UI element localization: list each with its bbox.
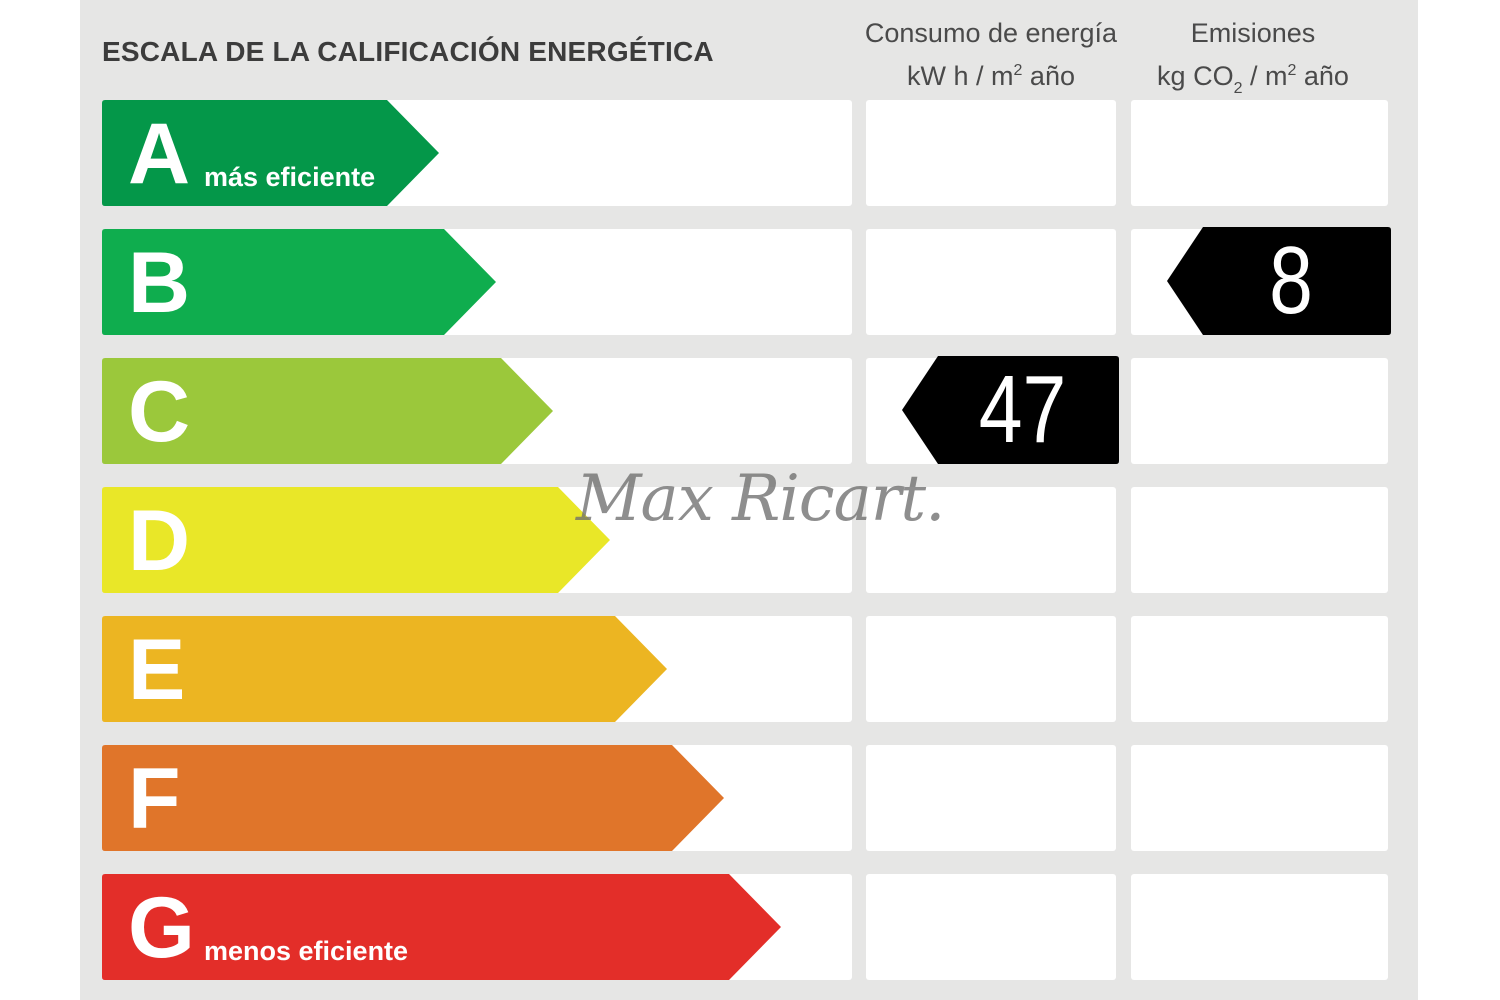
emissions-cell-f	[1131, 745, 1388, 851]
energy-cell-e	[866, 616, 1116, 722]
energy-cell-g	[866, 874, 1116, 980]
grade-arrow-shape	[102, 487, 610, 593]
emissions-cell-g	[1131, 874, 1388, 980]
emissions-cell-c	[1131, 358, 1388, 464]
rating-badge-shape	[1167, 227, 1391, 335]
grade-arrow-shape	[102, 745, 724, 851]
grade-letter: G	[128, 880, 195, 976]
grade-arrow-shape	[102, 100, 439, 206]
energy-cell-f	[866, 745, 1116, 851]
grade-letter: E	[128, 622, 186, 718]
label-title: ESCALA DE LA CALIFICACIÓN ENERGÉTICA	[102, 36, 714, 67]
emissions-column-header: Emisiones kg CO2 / m2 año	[1157, 18, 1349, 97]
grade-arrow-d: D	[102, 487, 610, 593]
energy-column-header: Consumo de energía kW h / m2 año	[864, 18, 1118, 91]
energy-rating-value: 47	[978, 356, 1067, 463]
emissions-cell-d	[1131, 487, 1388, 593]
grade-arrow-shape	[102, 616, 667, 722]
emissions-cell-e	[1131, 616, 1388, 722]
grade-arrow-shape	[102, 358, 553, 464]
emissions-rating-value: 8	[1269, 227, 1313, 334]
grade-arrow-shape	[102, 874, 781, 980]
energy-cell-b	[866, 229, 1116, 335]
energy-rating-badge: 47	[902, 356, 1119, 464]
grade-letter: A	[128, 106, 191, 202]
rating-badge-shape	[902, 356, 1119, 464]
grade-letter: D	[128, 493, 191, 589]
grade-arrow-b: B	[102, 229, 496, 335]
grade-arrow-f: F	[102, 745, 724, 851]
grade-arrow-e: E	[102, 616, 667, 722]
grade-note: más eficiente	[204, 162, 376, 192]
grade-arrow-shape	[102, 229, 496, 335]
energy-cell-a	[866, 100, 1116, 206]
emissions-rating-badge: 8	[1167, 227, 1391, 335]
grade-letter: C	[128, 364, 191, 460]
watermark: Max Ricart.	[576, 462, 945, 536]
energy-cell-d	[866, 487, 1116, 593]
grade-letter: F	[128, 751, 181, 847]
grade-letter: B	[128, 235, 191, 331]
grade-note: menos eficiente	[204, 936, 409, 966]
emissions-cell-a	[1131, 100, 1388, 206]
grade-arrow-c: C	[102, 358, 553, 464]
